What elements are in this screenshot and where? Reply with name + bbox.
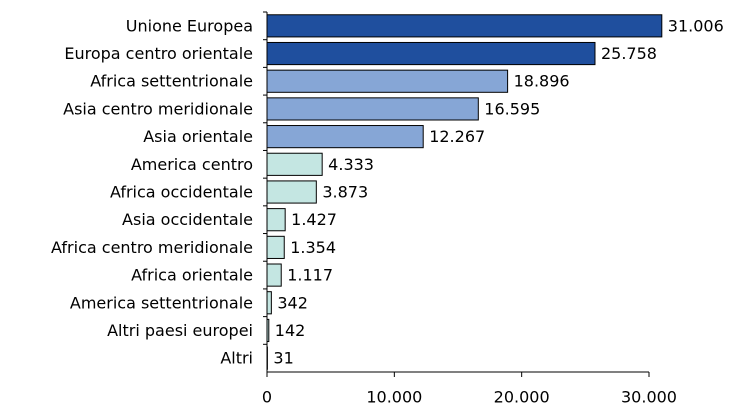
y-tick-label: Europa centro orientale bbox=[64, 44, 253, 63]
value-label: 25.758 bbox=[601, 44, 657, 63]
value-label: 4.333 bbox=[328, 155, 374, 174]
y-tick-label: Asia occidentale bbox=[122, 210, 253, 229]
bar bbox=[266, 97, 479, 121]
x-tick-label: 10.000 bbox=[366, 388, 422, 407]
y-tick-label: America settentrionale bbox=[70, 293, 253, 312]
x-tick-label: 30.000 bbox=[621, 388, 677, 407]
bar bbox=[266, 291, 272, 315]
y-tick-label: Asia centro meridionale bbox=[63, 99, 253, 118]
value-label: 1.354 bbox=[290, 238, 336, 257]
y-tick-label: America centro bbox=[131, 155, 253, 174]
value-label: 1.117 bbox=[287, 266, 333, 285]
y-tick-label: Africa settentrionale bbox=[90, 72, 253, 91]
y-tick-label: Africa orientale bbox=[131, 266, 253, 285]
value-label: 342 bbox=[277, 293, 308, 312]
bar bbox=[266, 208, 286, 232]
y-tick-label: Altri bbox=[220, 349, 253, 368]
value-label: 3.873 bbox=[322, 183, 368, 202]
value-label: 142 bbox=[275, 321, 306, 340]
bar bbox=[266, 125, 424, 149]
bar bbox=[266, 263, 282, 287]
value-label: 31 bbox=[273, 349, 293, 368]
bar bbox=[266, 180, 317, 204]
bar bbox=[266, 14, 663, 38]
value-label: 18.896 bbox=[514, 72, 570, 91]
y-tick-label: Asia orientale bbox=[143, 127, 253, 146]
bar bbox=[266, 152, 323, 176]
bar bbox=[266, 235, 285, 259]
y-tick-label: Altri paesi europei bbox=[107, 321, 253, 340]
bar bbox=[266, 41, 596, 66]
y-tick-label: Africa occidentale bbox=[110, 183, 253, 202]
y-tick-label: Africa centro meridionale bbox=[51, 238, 253, 257]
value-label: 1.427 bbox=[291, 210, 337, 229]
bar bbox=[266, 318, 270, 343]
value-label: 16.595 bbox=[484, 99, 540, 118]
value-label: 31.006 bbox=[668, 16, 724, 35]
y-tick-label: Unione Europea bbox=[126, 16, 253, 35]
value-label: 12.267 bbox=[429, 127, 485, 146]
x-tick-label: 0 bbox=[262, 388, 272, 407]
bar bbox=[266, 69, 509, 93]
x-tick-label: 20.000 bbox=[494, 388, 550, 407]
